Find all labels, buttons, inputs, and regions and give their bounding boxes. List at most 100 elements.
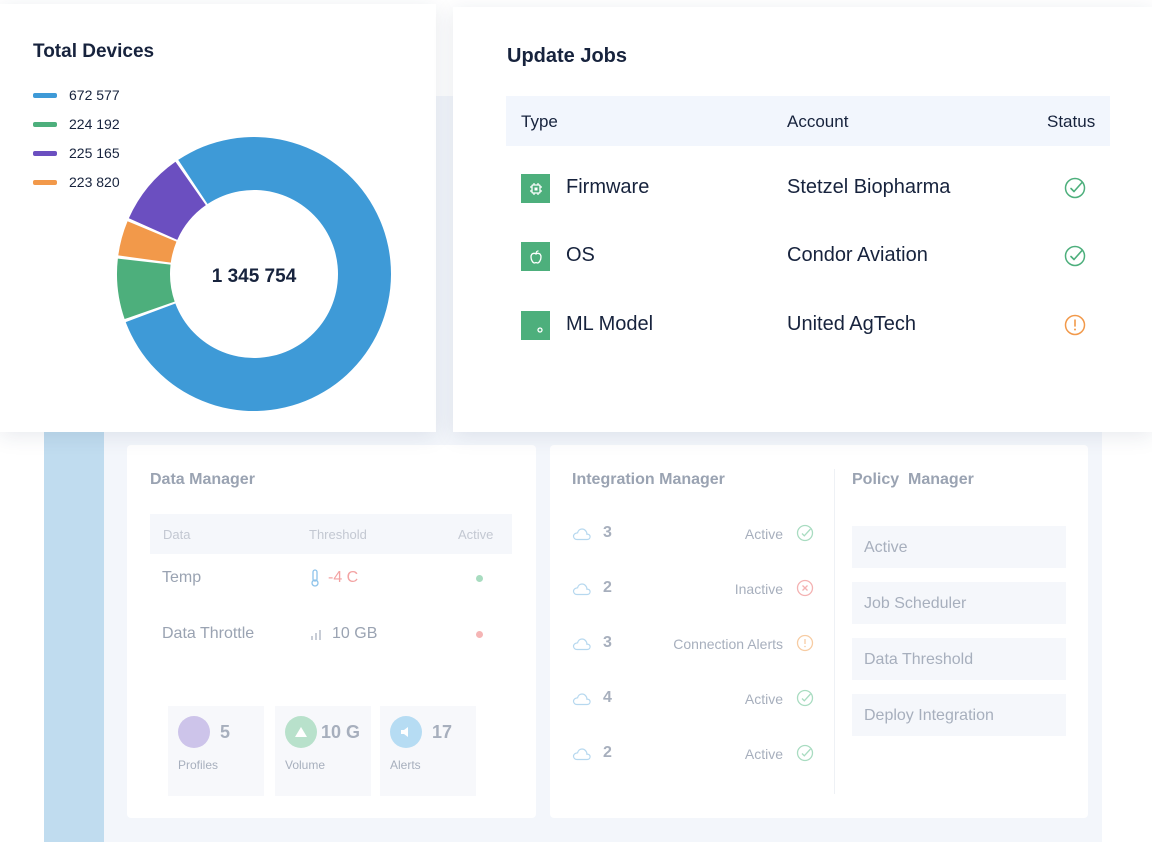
integration-row[interactable]: 2 Inactive: [572, 579, 814, 603]
job-account: Stetzel Biopharma: [787, 176, 951, 198]
devices-donut-chart: 1 345 754: [116, 137, 391, 412]
integration-manager-title: Integration Manager: [572, 471, 725, 488]
stat-volume[interactable]: 10 G Volume: [275, 706, 371, 796]
alert-circle-icon: [796, 634, 814, 652]
column-account: Account: [787, 112, 849, 131]
update-jobs-title: Update Jobs: [507, 45, 628, 67]
chip-icon: [521, 174, 550, 203]
job-type: OS: [566, 244, 595, 266]
cloud-icon: [572, 528, 591, 541]
legend-item: 225 165: [33, 145, 120, 161]
total-devices-title: Total Devices: [33, 41, 155, 62]
check-circle-icon: [1064, 177, 1086, 199]
integration-status: Inactive: [734, 581, 783, 597]
cloud-icon: [572, 638, 591, 651]
policy-data-threshold-button[interactable]: Data Threshold: [852, 638, 1066, 680]
signal-bars-icon: [311, 630, 321, 640]
stat-value: 10 G: [321, 722, 361, 742]
integration-row[interactable]: 3 Connection Alerts: [572, 634, 814, 658]
integration-row[interactable]: 2 Active: [572, 744, 814, 768]
stat-alerts[interactable]: 17 Alerts: [380, 706, 476, 796]
legend-swatch: [33, 179, 57, 185]
donut-slice: [116, 258, 175, 320]
integration-count: 3: [603, 524, 612, 541]
stat-value: 17: [432, 722, 453, 742]
table-row[interactable]: ML Model United AgTech: [521, 310, 1091, 340]
job-account: United AgTech: [787, 313, 916, 335]
legend-label: 224 192: [69, 116, 120, 132]
jobs-table-header: Type Account Status: [506, 96, 1110, 146]
thermometer-icon: [311, 569, 319, 587]
data-manager-card: Data Manager Data Threshold Active Temp …: [127, 445, 536, 818]
cloud-icon: [572, 693, 591, 706]
integration-status: Active: [744, 526, 783, 542]
apple-icon: [521, 242, 550, 271]
active-indicator: [476, 631, 483, 638]
threshold-value: 10 GB: [332, 625, 378, 642]
table-row[interactable]: OS Condor Aviation: [521, 241, 1091, 271]
update-jobs-card: Update Jobs Type Account Status Firmware…: [453, 7, 1152, 432]
integration-count: 3: [603, 634, 612, 651]
donut-slice: [118, 221, 177, 263]
data-name: Temp: [162, 569, 202, 586]
check-circle-icon: [796, 744, 814, 762]
integration-count: 2: [603, 579, 612, 596]
job-type: Firmware: [566, 176, 650, 198]
legend-item: 223 820: [33, 174, 120, 190]
integration-status: Active: [744, 691, 783, 707]
column-type: Type: [521, 112, 558, 131]
total-devices-card: Total Devices 672 577 224 192 225 165 22…: [0, 4, 436, 432]
table-row[interactable]: Data Throttle 10 GB: [162, 625, 492, 649]
stat-value: 5: [220, 722, 231, 742]
legend-label: 225 165: [69, 145, 120, 161]
job-account: Condor Aviation: [787, 244, 928, 266]
integration-count: 4: [603, 689, 612, 706]
data-manager-table-header: Data Threshold Active: [150, 514, 512, 554]
threshold-value: -4 C: [328, 569, 359, 586]
integration-status: Connection Alerts: [673, 636, 783, 652]
policy-active-button[interactable]: Active: [852, 526, 1066, 568]
check-circle-icon: [796, 524, 814, 542]
column-active: Active: [458, 527, 494, 542]
column-threshold: Threshold: [309, 527, 367, 542]
table-row[interactable]: Temp -4 C: [162, 569, 492, 593]
integration-row[interactable]: 3 Active: [572, 524, 814, 548]
stat-profiles[interactable]: 5 Profiles: [168, 706, 264, 796]
stat-label: Profiles: [178, 758, 219, 772]
table-row[interactable]: Firmware Stetzel Biopharma: [521, 173, 1091, 203]
cloud-icon: [572, 748, 591, 761]
alert-circle-icon: [1064, 314, 1086, 336]
speaker-icon: [390, 716, 422, 748]
column-data: Data: [163, 527, 191, 542]
legend-swatch: [33, 150, 57, 156]
integration-row[interactable]: 4 Active: [572, 689, 814, 713]
policy-job-scheduler-button[interactable]: Job Scheduler: [852, 582, 1066, 624]
donut-total-label: 1 345 754: [212, 266, 297, 287]
integration-manager-card: Integration Manager 3 Active 2 Inactive 3 Con…: [550, 445, 1088, 818]
policy-manager-title: Policy Manager: [852, 471, 974, 488]
legend-item: 224 192: [33, 116, 120, 132]
profiles-icon: [178, 716, 210, 748]
stat-label: Alerts: [390, 758, 421, 772]
legend-swatch: [33, 121, 57, 127]
legend-label: 223 820: [69, 174, 120, 190]
legend-label: 672 577: [69, 87, 120, 103]
policy-deploy-integration-button[interactable]: Deploy Integration: [852, 694, 1066, 736]
legend-swatch: [33, 92, 57, 98]
donut-slice: [128, 161, 206, 240]
active-indicator: [476, 575, 483, 582]
ml-model-icon: [521, 311, 550, 340]
divider: [834, 469, 835, 794]
legend-item: 672 577: [33, 87, 120, 103]
donut-slice: [125, 137, 391, 412]
cloud-icon: [572, 583, 591, 596]
integration-status: Active: [744, 746, 783, 762]
data-manager-title: Data Manager: [150, 471, 255, 488]
warning-icon: [285, 716, 317, 748]
check-circle-icon: [796, 689, 814, 707]
check-circle-icon: [1064, 245, 1086, 267]
x-circle-icon: [796, 579, 814, 597]
stat-label: Volume: [285, 758, 326, 772]
data-name: Data Throttle: [162, 625, 255, 642]
job-type: ML Model: [566, 313, 654, 335]
